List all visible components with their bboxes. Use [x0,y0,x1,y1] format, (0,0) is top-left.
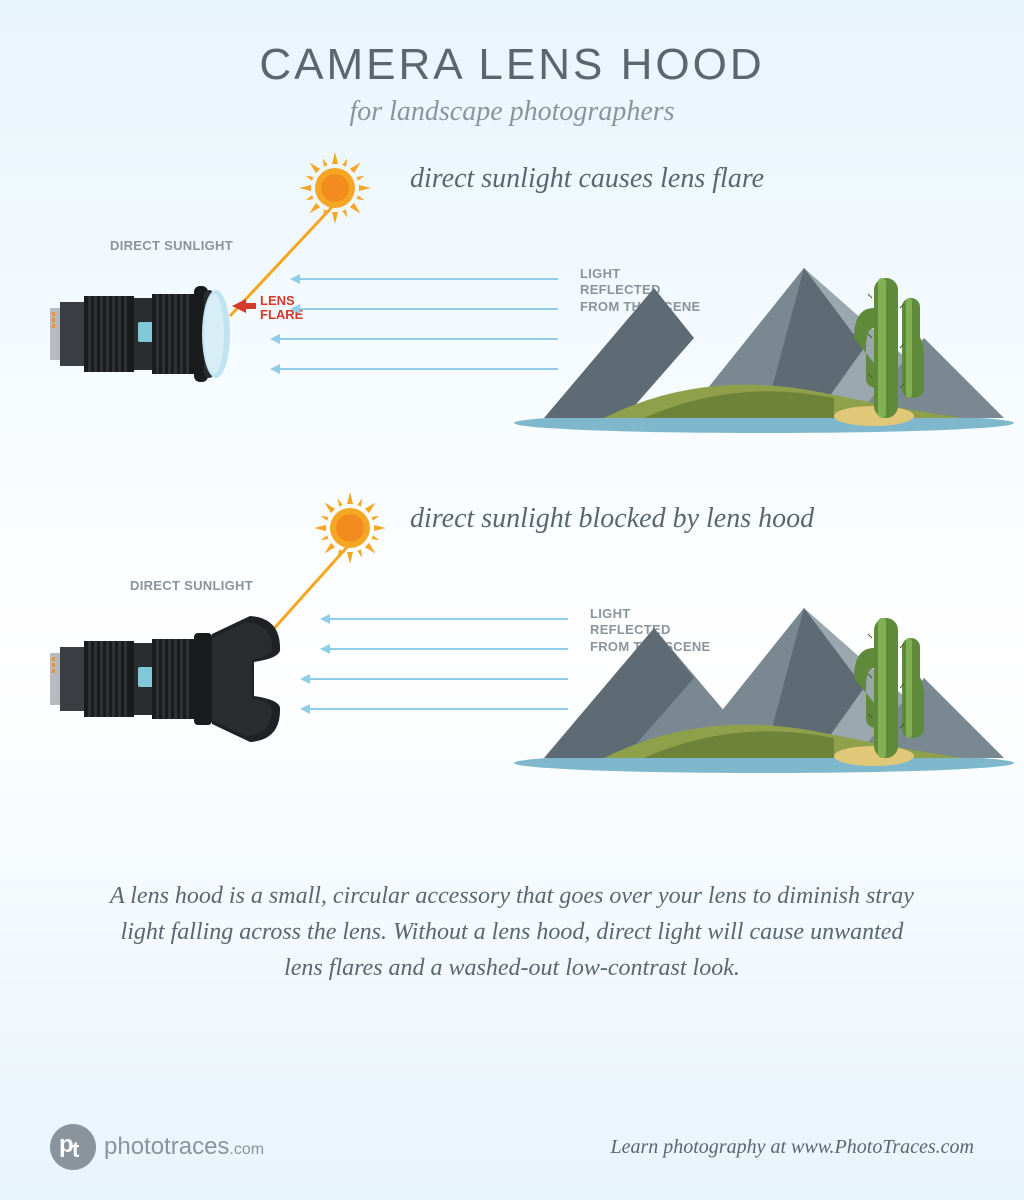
landscape-scene-icon [504,558,1024,788]
scene-no-hood: direct sunlight causes lens flare DIRECT… [50,158,974,488]
scene-with-hood: direct sunlight blocked by lens hood DIR… [50,498,974,828]
logo-text: phototraces.com [104,1133,264,1161]
lens-with-hood-icon [40,598,300,758]
logo-suffix: .com [229,1141,264,1158]
logo-name: phototraces [104,1133,229,1160]
infographic-container: CAMERA LENS HOOD for landscape photograp… [0,0,1024,1200]
scene1-heading: direct sunlight causes lens flare [410,163,764,195]
landscape-scene-icon [504,218,1024,448]
footer: pt phototraces.com Learn photography at … [50,1124,974,1170]
subtitle: for landscape photographers [50,96,974,128]
learn-text: Learn photography at www.PhotoTraces.com [610,1136,974,1159]
scene2-heading: direct sunlight blocked by lens hood [410,503,814,535]
logo: pt phototraces.com [50,1124,264,1170]
logo-badge-icon: pt [50,1124,96,1170]
main-title: CAMERA LENS HOOD [50,40,974,90]
lens-no-hood-icon [40,258,260,408]
description-text: A lens hood is a small, circular accesso… [50,878,974,986]
